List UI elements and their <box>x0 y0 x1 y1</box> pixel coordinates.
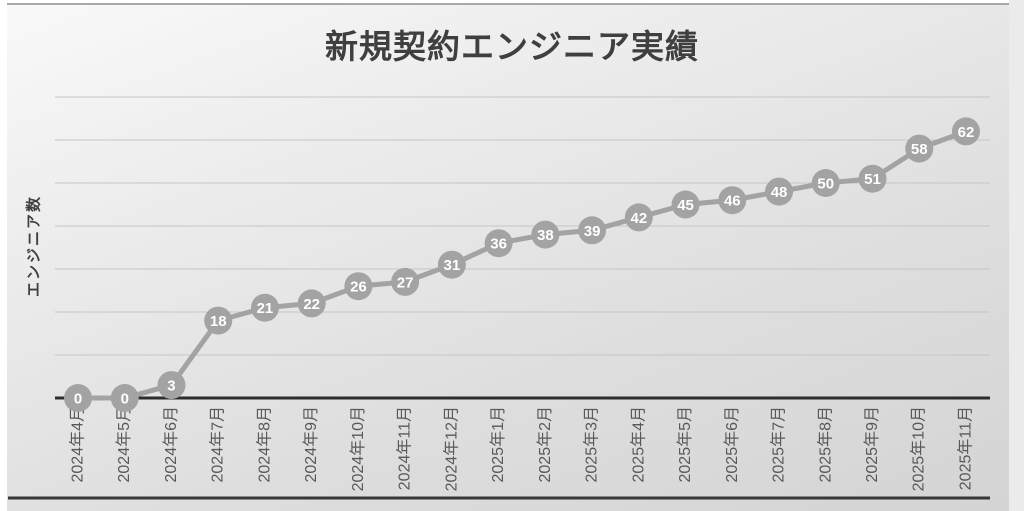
data-point-marker <box>671 190 700 219</box>
data-point-marker <box>765 177 794 206</box>
x-axis-tick-label: 2025年5月 <box>676 406 694 483</box>
data-point-value-label: 51 <box>864 171 881 188</box>
data-point-marker <box>578 216 607 245</box>
data-point-marker <box>110 384 139 412</box>
x-axis-tick-label: 2025年9月 <box>863 406 881 483</box>
data-point-value-label: 31 <box>444 257 461 274</box>
x-axis-tick-label: 2024年5月 <box>115 406 133 483</box>
data-point-marker <box>157 371 186 400</box>
data-point-marker <box>858 164 887 193</box>
x-axis-tick-label: 2024年11月 <box>396 406 414 490</box>
x-axis-tick-label: 2025年4月 <box>629 406 647 483</box>
data-point-value-label: 45 <box>677 197 694 214</box>
data-point-marker <box>204 306 233 335</box>
data-point-marker <box>718 186 747 215</box>
x-axis-tick-label: 2025年2月 <box>536 406 554 483</box>
data-point-marker <box>64 384 92 412</box>
data-point-marker <box>437 250 466 279</box>
x-axis-tick-label: 2025年6月 <box>723 406 741 483</box>
data-point-value-label: 39 <box>584 223 601 240</box>
data-point-value-label: 0 <box>121 391 129 408</box>
data-point-value-label: 48 <box>771 184 788 201</box>
slide-background <box>7 3 1009 511</box>
data-point-value-label: 50 <box>817 176 834 193</box>
data-point-marker <box>391 267 420 296</box>
x-axis-tick-label: 2025年11月 <box>956 406 974 490</box>
data-point-marker <box>811 169 840 197</box>
x-axis-tick-label: 2025年3月 <box>583 406 601 483</box>
x-axis-tick-label: 2025年1月 <box>489 406 507 483</box>
data-point-marker <box>531 220 560 249</box>
data-point-marker <box>624 203 653 232</box>
data-point-value-label: 26 <box>350 279 367 296</box>
data-point-marker <box>297 289 326 318</box>
data-point-marker <box>905 134 934 163</box>
data-point-value-label: 3 <box>167 378 175 395</box>
right-margin <box>1009 0 1024 511</box>
chart-title: 新規契約エンジニア実績 <box>325 28 699 65</box>
data-point-value-label: 18 <box>210 313 227 330</box>
data-point-marker <box>484 229 513 258</box>
data-point-value-label: 42 <box>630 210 647 227</box>
data-point-value-label: 0 <box>74 391 82 408</box>
x-axis-tick-label: 2024年7月 <box>209 406 227 483</box>
slide-bottom-border <box>8 496 990 500</box>
x-axis-tick-label: 2024年8月 <box>255 406 273 483</box>
x-axis-tick-label: 2024年12月 <box>442 406 460 491</box>
data-point-value-label: 27 <box>397 274 414 291</box>
data-point-marker <box>250 293 279 322</box>
x-axis-tick-label: 2024年10月 <box>349 406 367 491</box>
data-point-value-label: 62 <box>958 124 975 141</box>
data-point-marker <box>344 272 373 301</box>
data-point-value-label: 36 <box>490 236 507 253</box>
data-point-value-label: 38 <box>537 227 554 244</box>
x-axis-tick-label: 2024年6月 <box>162 406 180 483</box>
data-point-marker <box>951 117 980 146</box>
x-axis-tick-label: 2024年4月 <box>69 406 87 483</box>
x-axis-tick-label: 2025年7月 <box>770 406 788 483</box>
data-point-value-label: 58 <box>911 141 928 158</box>
x-axis-tick-label: 2024年9月 <box>302 406 320 483</box>
x-axis-tick-label: 2025年10月 <box>910 406 928 491</box>
data-point-value-label: 46 <box>724 193 741 210</box>
data-point-value-label: 22 <box>303 296 320 313</box>
data-point-value-label: 21 <box>257 300 274 317</box>
x-axis-tick-label: 2025年8月 <box>816 406 834 483</box>
